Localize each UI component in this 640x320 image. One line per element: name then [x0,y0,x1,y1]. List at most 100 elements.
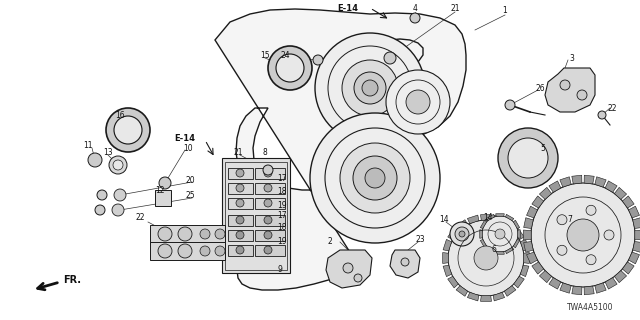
Circle shape [567,219,599,251]
Text: 19: 19 [277,201,287,210]
Circle shape [577,90,587,100]
Bar [228,245,253,256]
Circle shape [114,189,126,201]
Polygon shape [628,206,639,218]
Polygon shape [524,230,531,240]
Circle shape [95,205,105,215]
Circle shape [310,113,440,243]
Text: 14: 14 [483,213,493,222]
Circle shape [264,231,272,239]
Polygon shape [518,230,520,238]
Circle shape [448,220,524,296]
Text: 16: 16 [115,110,125,119]
Text: 4: 4 [413,4,417,12]
Bar [155,190,171,206]
Polygon shape [480,240,486,248]
Text: 3: 3 [570,53,575,62]
Polygon shape [481,296,492,301]
Text: TWA4A5100: TWA4A5100 [567,303,613,313]
Polygon shape [443,265,452,276]
Polygon shape [480,230,483,238]
Text: FR.: FR. [63,275,81,285]
Circle shape [354,72,386,104]
Circle shape [586,255,596,265]
Polygon shape [496,214,504,216]
Circle shape [215,246,225,256]
Bar [255,168,285,179]
Text: 5: 5 [541,143,545,153]
Polygon shape [532,262,543,274]
Polygon shape [443,252,448,263]
Polygon shape [532,196,543,208]
Circle shape [106,108,150,152]
Polygon shape [467,215,479,224]
Text: 2: 2 [328,237,332,246]
Circle shape [495,229,505,239]
Text: 12: 12 [156,186,164,195]
Circle shape [200,229,210,239]
Text: 13: 13 [103,148,113,156]
Circle shape [178,244,192,258]
Circle shape [264,184,272,192]
Circle shape [276,54,304,82]
Text: 17: 17 [277,211,287,220]
Circle shape [236,216,244,224]
Bar [228,215,253,226]
Polygon shape [326,250,372,288]
Bar [150,242,225,260]
Polygon shape [506,214,514,220]
Circle shape [236,169,244,177]
Text: 22: 22 [607,103,617,113]
Circle shape [455,227,469,241]
Polygon shape [572,286,582,295]
Polygon shape [628,252,639,264]
Circle shape [518,148,538,168]
Circle shape [557,245,567,255]
Polygon shape [549,278,561,289]
Polygon shape [520,265,529,276]
Polygon shape [633,242,640,252]
Circle shape [557,215,567,225]
Circle shape [112,204,124,216]
Circle shape [158,227,172,241]
Text: 26: 26 [535,84,545,92]
Polygon shape [520,239,529,251]
Polygon shape [448,228,458,240]
Circle shape [315,33,425,143]
Bar [228,198,253,209]
Polygon shape [549,181,561,192]
Polygon shape [605,278,617,289]
Text: 20: 20 [185,175,195,185]
Circle shape [365,168,385,188]
Polygon shape [527,252,538,264]
Polygon shape [614,271,627,283]
Polygon shape [622,196,634,208]
Polygon shape [635,230,640,240]
Circle shape [236,246,244,254]
Circle shape [264,199,272,207]
Text: 17: 17 [277,173,287,182]
Circle shape [313,55,323,65]
Circle shape [498,128,558,188]
Text: 1: 1 [502,5,508,14]
Polygon shape [480,220,486,228]
Text: 10: 10 [183,143,193,153]
Circle shape [401,258,409,266]
Polygon shape [614,188,627,199]
Circle shape [236,184,244,192]
Polygon shape [514,276,524,288]
Circle shape [268,46,312,90]
Bar [255,230,285,241]
Circle shape [88,153,102,167]
Polygon shape [467,292,479,301]
Bar [228,230,253,241]
Circle shape [178,227,192,241]
Bar [222,158,290,273]
Bar [255,183,285,194]
Circle shape [236,231,244,239]
Circle shape [459,231,465,237]
Bar [150,225,225,243]
Polygon shape [527,206,538,218]
Circle shape [353,156,397,200]
Polygon shape [443,239,452,251]
